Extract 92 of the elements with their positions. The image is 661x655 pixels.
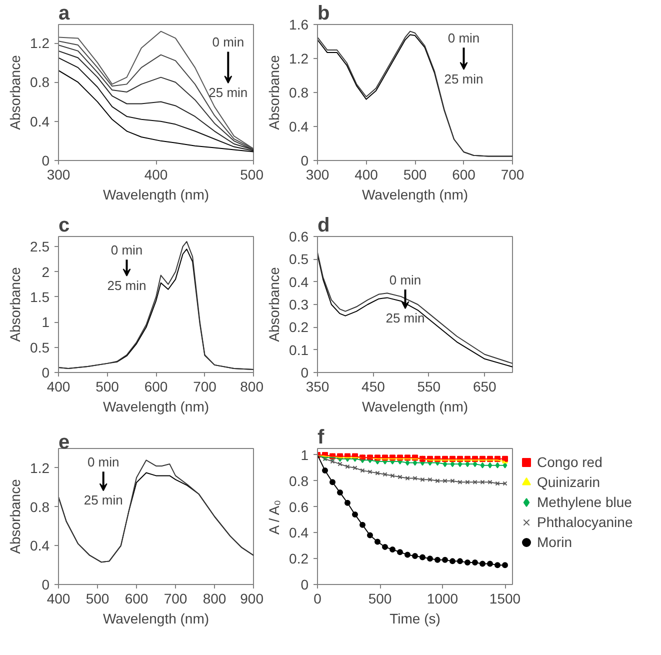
legend-label: Congo red	[537, 454, 602, 470]
x-tick-label: 400	[46, 378, 70, 394]
y-tick-label: 0.1	[289, 342, 309, 358]
x-tick-label: 550	[417, 378, 441, 394]
y-tick-label: 0.3	[289, 296, 309, 312]
x-axis-title: Wavelength (nm)	[102, 398, 210, 414]
x-tick-label: 600	[124, 590, 148, 606]
y-axis-title: Absorbance	[266, 266, 282, 342]
x-tick-label: 300	[306, 166, 330, 182]
x-tick-label: 700	[500, 166, 524, 182]
y-tick-label: 0.4	[30, 113, 50, 130]
y-tick-label: 1.6	[289, 16, 309, 32]
y-axis-title: Absorbance	[7, 266, 24, 342]
x-tick-label: 500	[96, 378, 120, 394]
y-tick-label: 2.5	[30, 238, 50, 255]
y-tick-label: 1	[300, 446, 309, 463]
y-tick-label: 1	[42, 314, 50, 330]
x-tick-label: 500	[86, 590, 110, 606]
annotation: 0 min	[110, 242, 143, 258]
x-tick-label: 800	[240, 378, 264, 394]
y-axis-title: Absorbance	[7, 54, 24, 130]
annotation: 0 min	[389, 272, 422, 288]
annotation: 25 min	[84, 492, 123, 508]
y-axis-title: A / A₀	[266, 500, 282, 535]
x-tick-label: 700	[164, 590, 188, 606]
x-tick-label: 500	[240, 166, 264, 182]
x-tick-label: 800	[202, 590, 226, 606]
legend-label: Morin	[537, 534, 572, 550]
x-axis-title: Wavelength (nm)	[362, 186, 468, 202]
legend-label: Methylene blue	[537, 494, 632, 510]
x-tick-label: 600	[452, 166, 476, 182]
chart-title: d	[318, 214, 330, 236]
y-tick-label: 0.8	[289, 472, 309, 489]
y-tick-label: 0.5	[289, 251, 309, 268]
y-tick-label: 0.6	[289, 228, 309, 244]
annotation: 0 min	[212, 34, 244, 50]
x-axis-title: Time (s)	[390, 610, 440, 626]
x-tick-label: 500	[403, 166, 427, 182]
y-tick-label: 0.4	[289, 118, 309, 134]
x-tick-label: 600	[144, 378, 168, 394]
x-tick-label: 400	[354, 166, 378, 182]
x-tick-label: 0	[314, 590, 322, 606]
y-axis-title: Absorbance	[266, 54, 282, 130]
y-tick-label: 1.2	[30, 35, 50, 52]
y-tick-label: 0	[300, 364, 309, 380]
x-axis-title: Wavelength (nm)	[102, 610, 210, 626]
y-tick-label: 1.2	[289, 50, 309, 66]
y-tick-label: 1.5	[30, 288, 50, 305]
x-tick-label: 700	[193, 378, 217, 394]
annotation: 0 min	[87, 454, 120, 470]
chart-title: e	[58, 432, 70, 454]
y-tick-label: 0.8	[289, 84, 309, 100]
x-tick-label: 450	[362, 378, 386, 394]
chart-title: c	[58, 214, 70, 236]
y-tick-label: 0.4	[289, 274, 309, 290]
x-tick-label: 900	[240, 590, 264, 606]
x-axis-title: Wavelength (nm)	[362, 398, 468, 414]
legend-label: Quinizarin	[537, 474, 600, 490]
y-tick-label: 0.6	[289, 498, 309, 515]
chart-title: f	[318, 426, 324, 448]
x-tick-label: 350	[306, 378, 330, 394]
y-tick-label: 0.4	[30, 538, 50, 554]
annotation: 25 min	[386, 310, 425, 326]
y-tick-label: 0	[42, 364, 50, 380]
x-tick-label: 300	[46, 166, 70, 182]
x-tick-label: 400	[144, 166, 168, 182]
x-tick-label: 500	[368, 590, 392, 606]
y-tick-label: 0.2	[289, 550, 309, 567]
y-tick-label: 0.4	[289, 524, 309, 541]
annotation: 25 min	[444, 71, 484, 86]
y-tick-label: 0.2	[289, 319, 309, 336]
y-tick-label: 0.5	[30, 339, 50, 356]
y-tick-label: 0.8	[30, 498, 50, 515]
y-tick-label: 0	[42, 152, 50, 168]
legend-label: Phthalocyanine	[537, 514, 633, 530]
y-tick-label: 0	[42, 576, 50, 592]
x-tick-label: 650	[472, 378, 497, 394]
y-axis-title: Absorbance	[7, 478, 24, 554]
x-axis-title: Wavelength (nm)	[102, 186, 210, 202]
y-tick-label: 0	[300, 576, 309, 592]
x-tick-label: 1500	[489, 590, 521, 606]
y-tick-label: 2	[42, 264, 50, 280]
x-tick-label: 1000	[426, 590, 458, 606]
y-tick-label: 0.8	[30, 74, 50, 90]
y-tick-label: 0	[300, 152, 309, 168]
chart-title: b	[318, 2, 330, 24]
annotation: 0 min	[448, 30, 480, 46]
y-tick-label: 1.2	[30, 460, 50, 476]
annotation: 25 min	[208, 85, 248, 100]
x-tick-label: 400	[46, 590, 70, 606]
annotation: 25 min	[107, 278, 146, 293]
chart-title: a	[58, 2, 70, 24]
